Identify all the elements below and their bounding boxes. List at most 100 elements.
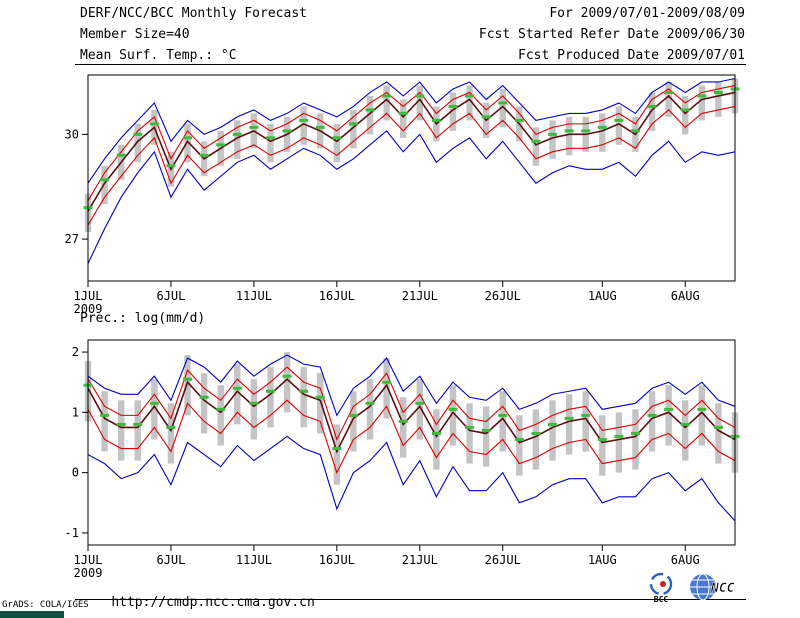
- x-tick-label: 6AUG: [671, 289, 700, 303]
- y-tick-label: -1: [65, 526, 79, 540]
- ensemble-spread-bar: [234, 364, 241, 425]
- ensemble-spread-bar: [167, 403, 175, 464]
- ensemble-spread-bar: [400, 397, 407, 458]
- y-tick-label: 30: [65, 127, 79, 141]
- ensemble-spread-bar: [300, 367, 307, 428]
- x-tick-label: 11JUL: [236, 553, 272, 567]
- ensemble-spread-bar: [466, 85, 473, 121]
- ensemble-spread-bar: [665, 385, 672, 446]
- ensemble-spread-bar: [151, 379, 158, 440]
- ensemble-spread-bar: [549, 400, 556, 461]
- ensemble-min-line: [87, 130, 736, 264]
- ensemble-max-line: [87, 77, 736, 184]
- ensemble-spread-bar: [682, 400, 689, 461]
- ensemble-spread-bar: [715, 81, 722, 117]
- ensemble-spread-bar: [582, 391, 589, 452]
- bcc-center-dot: [660, 581, 666, 587]
- member-size-label: Member Size=40: [80, 27, 190, 42]
- ensemble-spread-bar: [499, 88, 506, 128]
- x-tick-label: 26JUL: [485, 553, 521, 567]
- ncc-logo-label: NCC: [710, 581, 734, 596]
- ensemble-spread-bar: [466, 403, 473, 464]
- x-tick-label: 21JUL: [402, 289, 438, 303]
- ensemble-spread-bar: [333, 424, 341, 485]
- grads-credit: GrADS: COLA/IGES: [2, 600, 89, 610]
- y-tick-label: 1: [72, 405, 79, 419]
- ensemble-spread-bar: [698, 85, 706, 121]
- ensemble-spread-bar: [416, 85, 423, 121]
- source-url-link[interactable]: http://cmdp.ncc.cma.gov.cn: [111, 595, 315, 610]
- ensemble-spread-bar: [565, 116, 573, 156]
- x-tick-label: 16JUL: [319, 289, 355, 303]
- ensemble-spread-bar: [532, 127, 540, 166]
- ensemble-spread-bar: [250, 379, 258, 440]
- x-axis-year-label: 2009: [74, 302, 103, 316]
- ensemble-spread-bar: [449, 385, 457, 446]
- ncc-logo-icon: NCC: [690, 573, 734, 601]
- ensemble-spread-bar: [433, 409, 440, 470]
- ensemble-spread-bar: [383, 85, 390, 121]
- ensemble-spread-bar: [333, 123, 341, 163]
- ensemble-spread-bar: [234, 120, 241, 159]
- x-tick-label: 1AUG: [588, 553, 617, 567]
- ensemble-spread-bar: [449, 92, 457, 131]
- ensemble-spread-bar: [184, 123, 191, 163]
- ensemble-spread-bar: [217, 385, 224, 446]
- ensemble-spread-bar: [350, 391, 357, 452]
- ensemble-spread-bar: [599, 415, 606, 476]
- ensemble-spread-bar: [565, 394, 573, 455]
- temperature-chart: 27 30 1JUL 6JUL 11JUL 16JUL 21JUL 26JUL 1AUG 6AUG…: [65, 74, 740, 316]
- ensemble-spread-bar: [300, 106, 307, 145]
- x-tick-label: 6JUL: [156, 289, 185, 303]
- x-tick-label: 21JUL: [402, 553, 438, 567]
- x-tick-label: 26JUL: [485, 289, 521, 303]
- temp-chart-title: Mean Surf. Temp.: °C: [80, 48, 237, 63]
- ensemble-spread-bar: [101, 391, 108, 452]
- ensemble-spread-bar: [632, 409, 639, 470]
- ensemble-spread-bar: [350, 109, 357, 149]
- ensemble-spread-bar: [267, 367, 274, 428]
- header-divider: [75, 64, 746, 65]
- ensemble-spread-bar: [698, 385, 706, 446]
- ensemble-max-line: [87, 354, 736, 417]
- x-tick-label: 1JUL: [74, 289, 103, 303]
- ensemble-spread-bar: [184, 355, 191, 416]
- y-tick-label: 27: [65, 232, 79, 246]
- prec-chart-title: Prec.: log(mm/d): [80, 311, 206, 326]
- lower-quartile-line: [87, 399, 736, 475]
- upper-quartile-line: [87, 366, 736, 441]
- x-axis-year-label: 2009: [74, 566, 103, 580]
- produced-date: Fcst Produced Date 2009/07/01: [518, 48, 745, 63]
- ensemble-spread-bar: [549, 120, 556, 159]
- source-url[interactable]: http://cmdp.ncc.cma.gov.cn: [80, 580, 315, 618]
- ensemble-min-line: [87, 435, 736, 522]
- ensemble-spread-bar: [516, 415, 523, 476]
- bcc-swirl: [649, 572, 673, 596]
- ensemble-spread-bar: [665, 81, 672, 117]
- ensemble-spread-bar: [416, 379, 423, 440]
- ensemble-spread-bar: [648, 92, 656, 131]
- y-tick-label: 2: [72, 345, 79, 359]
- ensemble-spread-bar: [200, 373, 208, 434]
- x-tick-label: 1JUL: [74, 553, 103, 567]
- ensemble-spread-bar: [715, 403, 722, 464]
- ensemble-spread-bar: [366, 95, 374, 135]
- y-tick-label: 0: [72, 466, 79, 480]
- ensemble-spread-bar: [599, 113, 606, 152]
- taskbar-fragment: [0, 611, 64, 618]
- axis-box: [87, 74, 736, 282]
- ensemble-mean-line: [87, 378, 736, 454]
- ensemble-spread-bar: [682, 95, 689, 135]
- ensemble-spread-bar: [615, 106, 623, 145]
- forecast-period: For 2009/07/01-2009/08/09: [549, 6, 745, 21]
- ensemble-spread-bar: [366, 379, 374, 440]
- ensemble-spread-bar: [101, 165, 108, 205]
- x-tick-label: 6JUL: [156, 553, 185, 567]
- axis-box: [87, 339, 736, 546]
- ensemble-spread-bar: [400, 99, 407, 138]
- bcc-logo-label: BCC: [654, 595, 669, 604]
- ensemble-spread-bar: [532, 409, 540, 470]
- lower-quartile-line: [87, 105, 736, 226]
